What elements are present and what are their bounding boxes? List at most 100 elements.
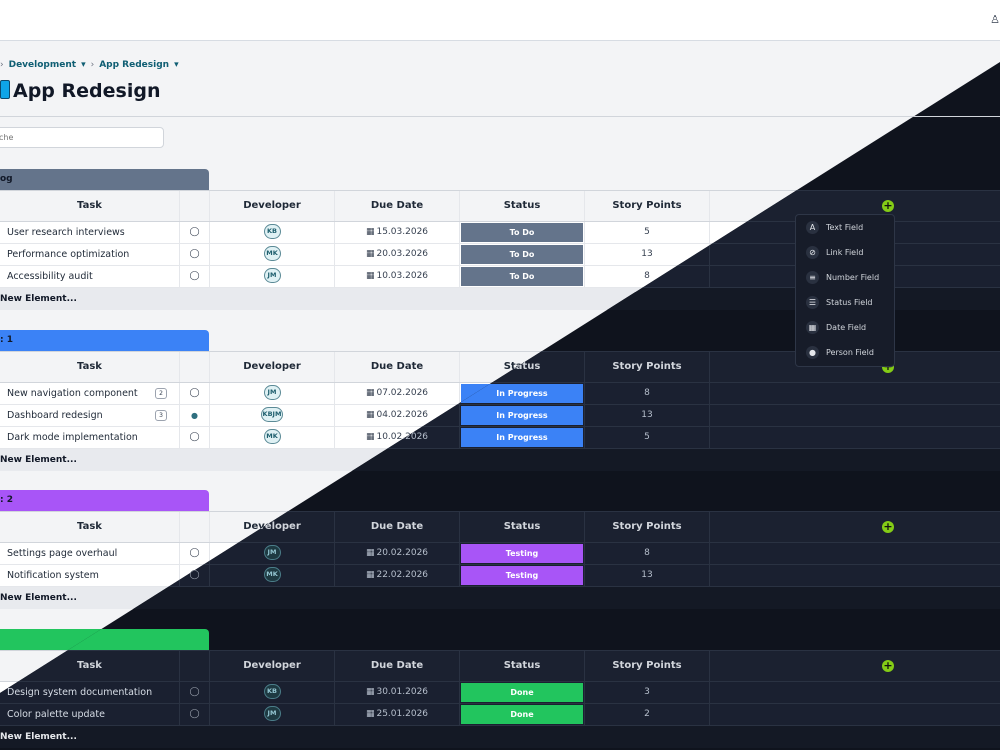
- status-badge[interactable]: To Do: [461, 223, 583, 242]
- story-points-cell[interactable]: 8: [584, 383, 709, 404]
- status-cell[interactable]: In Progress: [459, 427, 584, 448]
- task-name[interactable]: Settings page overhaul: [7, 548, 118, 559]
- due-date-cell[interactable]: ▦20.03.2026: [334, 244, 459, 265]
- story-points-cell[interactable]: 13: [584, 244, 709, 265]
- add-field-button[interactable]: +: [882, 520, 894, 533]
- task-cell[interactable]: Dashboard redesign 3: [0, 405, 179, 426]
- task-name[interactable]: Dashboard redesign: [7, 410, 103, 421]
- developer-cell[interactable]: JM: [209, 704, 334, 725]
- status-badge[interactable]: Testing: [461, 566, 583, 585]
- comment-cell[interactable]: ◯: [179, 682, 209, 703]
- status-badge[interactable]: To Do: [461, 245, 583, 264]
- developer-cell[interactable]: MK: [209, 244, 334, 265]
- comment-cell[interactable]: ◯: [179, 383, 209, 404]
- developer-cell[interactable]: MK: [209, 565, 334, 586]
- story-points-cell[interactable]: 2: [584, 704, 709, 725]
- due-date-cell[interactable]: ▦25.01.2026: [334, 704, 459, 725]
- menu-item-number-field[interactable]: ≡ Number Field: [796, 265, 894, 290]
- comment-icon[interactable]: ◯: [189, 432, 200, 442]
- developer-cell[interactable]: JM: [209, 266, 334, 287]
- comment-icon[interactable]: ◯: [189, 271, 200, 281]
- due-date-cell[interactable]: ▦20.02.2026: [334, 543, 459, 564]
- due-date-cell[interactable]: ▦10.03.2026: [334, 266, 459, 287]
- menu-item-date-field[interactable]: ▦ Date Field: [796, 315, 894, 340]
- due-date-cell[interactable]: ▦07.02.2026: [334, 383, 459, 404]
- chevron-down-icon[interactable]: ▾: [81, 60, 86, 70]
- breadcrumb-item-0[interactable]: Development: [8, 60, 77, 70]
- comment-cell[interactable]: ◯: [179, 704, 209, 725]
- menu-item-link-field[interactable]: ⊘ Link Field: [796, 240, 894, 265]
- task-name[interactable]: Design system documentation: [7, 687, 153, 698]
- status-cell[interactable]: Testing: [459, 543, 584, 564]
- task-name[interactable]: Color palette update: [7, 709, 105, 720]
- add-field-button[interactable]: +: [882, 199, 894, 212]
- task-name[interactable]: New navigation component: [7, 388, 138, 399]
- comment-icon[interactable]: ◯: [189, 709, 200, 719]
- task-cell[interactable]: New navigation component 2: [0, 383, 179, 404]
- task-cell[interactable]: Accessibility audit: [0, 266, 179, 287]
- menu-item-text-field[interactable]: A Text Field: [796, 215, 894, 240]
- user-icon[interactable]: ♙: [990, 13, 1000, 26]
- status-cell[interactable]: To Do: [459, 244, 584, 265]
- due-date-cell[interactable]: ▦30.01.2026: [334, 682, 459, 703]
- status-badge[interactable]: To Do: [461, 267, 583, 286]
- due-date-cell[interactable]: ▦04.02.2026: [334, 405, 459, 426]
- status-cell[interactable]: Testing: [459, 565, 584, 586]
- chevron-down-icon[interactable]: ▾: [174, 60, 179, 70]
- story-points-cell[interactable]: 13: [584, 405, 709, 426]
- breadcrumb-item-1[interactable]: App Redesign: [99, 60, 170, 70]
- story-points-cell[interactable]: 5: [584, 222, 709, 243]
- status-cell[interactable]: In Progress: [459, 405, 584, 426]
- status-cell[interactable]: Done: [459, 682, 584, 703]
- task-cell[interactable]: Design system documentation: [0, 682, 179, 703]
- add-field-button[interactable]: +: [882, 659, 894, 672]
- task-cell[interactable]: Settings page overhaul: [0, 543, 179, 564]
- comment-icon[interactable]: ◯: [189, 570, 200, 580]
- developer-cell[interactable]: KB: [209, 682, 334, 703]
- task-name[interactable]: Dark mode implementation: [7, 432, 138, 443]
- developer-cell[interactable]: JM: [209, 383, 334, 404]
- comment-cell[interactable]: ◯: [179, 543, 209, 564]
- status-badge[interactable]: Done: [461, 683, 583, 702]
- menu-item-status-field[interactable]: ☰ Status Field: [796, 290, 894, 315]
- comment-cell[interactable]: ◯: [179, 266, 209, 287]
- comment-icon[interactable]: ◯: [189, 388, 200, 398]
- comment-cell[interactable]: ◯: [179, 222, 209, 243]
- search-input[interactable]: [0, 127, 164, 148]
- comment-icon[interactable]: ◯: [189, 548, 200, 558]
- due-date-cell[interactable]: ▦22.02.2026: [334, 565, 459, 586]
- task-cell[interactable]: User research interviews: [0, 222, 179, 243]
- comment-icon[interactable]: ◯: [189, 687, 200, 697]
- table-row[interactable]: Design system documentation ◯ KB ▦30.01.202…: [0, 682, 1000, 704]
- due-date-cell[interactable]: ▦10.02.2026: [334, 427, 459, 448]
- task-cell[interactable]: Dark mode implementation: [0, 427, 179, 448]
- story-points-cell[interactable]: 8: [584, 266, 709, 287]
- status-cell[interactable]: Done: [459, 704, 584, 725]
- story-points-cell[interactable]: 8: [584, 543, 709, 564]
- status-cell[interactable]: To Do: [459, 266, 584, 287]
- task-name[interactable]: User research interviews: [7, 227, 125, 238]
- story-points-cell[interactable]: 5: [584, 427, 709, 448]
- status-badge[interactable]: In Progress: [461, 406, 583, 425]
- developer-cell[interactable]: KB: [209, 222, 334, 243]
- due-date-cell[interactable]: ▦15.03.2026: [334, 222, 459, 243]
- status-badge[interactable]: In Progress: [461, 428, 583, 447]
- group-tab[interactable]: : 2: [0, 490, 209, 511]
- menu-item-person-field[interactable]: ● Person Field: [796, 340, 894, 365]
- task-cell[interactable]: Color palette update: [0, 704, 179, 725]
- developer-cell[interactable]: KBJM: [209, 405, 334, 426]
- developer-cell[interactable]: MK: [209, 427, 334, 448]
- task-cell[interactable]: Notification system: [0, 565, 179, 586]
- comment-icon[interactable]: ◯: [189, 249, 200, 259]
- status-badge[interactable]: Done: [461, 705, 583, 724]
- comment-cell[interactable]: ◯: [179, 244, 209, 265]
- comment-icon[interactable]: ●: [191, 411, 198, 420]
- status-cell[interactable]: To Do: [459, 222, 584, 243]
- story-points-cell[interactable]: 13: [584, 565, 709, 586]
- group-tab[interactable]: : 1: [0, 330, 209, 351]
- status-badge[interactable]: Testing: [461, 544, 583, 563]
- task-name[interactable]: Notification system: [7, 570, 99, 581]
- comment-cell[interactable]: ◯: [179, 427, 209, 448]
- status-badge[interactable]: In Progress: [461, 384, 583, 403]
